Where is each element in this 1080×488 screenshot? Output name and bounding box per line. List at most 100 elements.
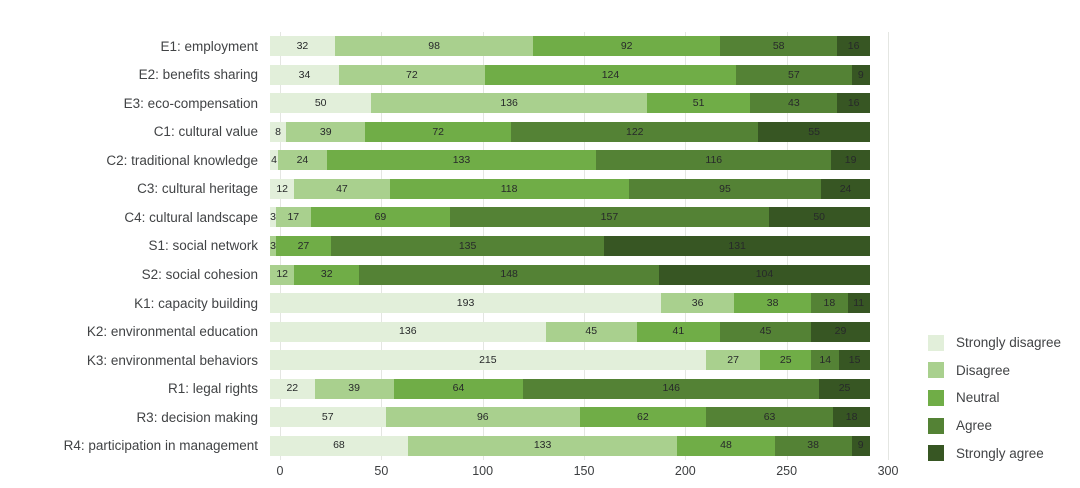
bar-segment-strongly-disagree: 193 bbox=[270, 293, 662, 314]
segment-value: 32 bbox=[320, 268, 333, 281]
x-tick-label-0: 0 bbox=[276, 464, 284, 478]
chart-row-c4: C4: cultural landscape 3 17 69 157 50 bbox=[0, 203, 888, 232]
segment-value: 11 bbox=[853, 296, 865, 309]
category-label: R4: participation in management bbox=[63, 438, 258, 454]
bar-segment-neutral: 64 bbox=[393, 378, 524, 399]
segment-value: 27 bbox=[297, 239, 310, 252]
segment-value: 146 bbox=[662, 382, 681, 395]
segment-value: 12 bbox=[276, 268, 288, 281]
segment-value: 135 bbox=[458, 239, 477, 252]
chart-row-e3: E3: eco-compensation 50 136 51 43 16 bbox=[0, 89, 888, 118]
segment-value: 133 bbox=[533, 439, 552, 452]
segment-value: 16 bbox=[847, 40, 860, 53]
segment-value: 57 bbox=[788, 68, 800, 81]
bar-segment-strongly-agree: 11 bbox=[847, 293, 870, 314]
chart-row-k2: K2: environmental education 136 45 41 45 29 bbox=[0, 317, 888, 346]
segment-value: 92 bbox=[620, 40, 633, 53]
segment-value: 32 bbox=[296, 40, 309, 53]
segment-value: 193 bbox=[456, 296, 475, 309]
bar-segment-strongly-agree: 18 bbox=[833, 407, 870, 428]
segment-value: 69 bbox=[374, 211, 387, 224]
bar-segment-neutral: 27 bbox=[276, 235, 331, 256]
segment-value: 63 bbox=[763, 410, 776, 423]
x-tick-label-250: 250 bbox=[776, 464, 798, 478]
chart-row-s2: S2: social cohesion 12 32 148 104 bbox=[0, 260, 888, 289]
segment-value: 95 bbox=[719, 182, 731, 195]
chart-row-k3: K3: environmental behaviors 215 27 25 14 15 bbox=[0, 346, 888, 375]
bar-track: 8 39 72 122 55 bbox=[270, 121, 870, 142]
bar-segment-strongly-agree: 104 bbox=[659, 264, 870, 285]
bar-segment-agree: 58 bbox=[719, 36, 838, 57]
category-label: E3: eco-compensation bbox=[123, 95, 258, 111]
chart-row-r4: R4: participation in management 68 133 48 38… bbox=[0, 431, 888, 460]
chart-row-k1: K1: capacity building 193 36 38 18 11 bbox=[0, 289, 888, 318]
bar-segment-agree: 135 bbox=[330, 235, 605, 256]
bar-track: 32 98 92 58 16 bbox=[270, 36, 870, 57]
x-tick-label-100: 100 bbox=[472, 464, 494, 478]
segment-value: 104 bbox=[755, 268, 774, 281]
segment-value: 27 bbox=[727, 353, 739, 366]
bar-track: 50 136 51 43 16 bbox=[270, 93, 870, 114]
segment-value: 36 bbox=[691, 296, 704, 309]
legend-label: Agree bbox=[956, 418, 993, 434]
x-tick-label-150: 150 bbox=[573, 464, 595, 478]
chart-rows: E1: employment 32 98 92 58 16 E2: benefits sha… bbox=[0, 32, 888, 460]
chart-row-s1: S1: social network 3 27 135 131 bbox=[0, 232, 888, 261]
bar-track: 4 24 133 116 19 bbox=[270, 150, 870, 171]
segment-value: 22 bbox=[286, 382, 299, 395]
category-label: S1: social network bbox=[148, 238, 258, 254]
bar-segment-disagree: 136 bbox=[371, 93, 647, 114]
bar-segment-agree: 122 bbox=[511, 121, 759, 142]
bar-segment-strongly-agree: 55 bbox=[758, 121, 870, 142]
bar-track: 3 17 69 157 50 bbox=[270, 207, 870, 228]
category-label: C2: traditional knowledge bbox=[106, 152, 258, 168]
legend-label: Strongly agree bbox=[956, 445, 1044, 461]
bar-segment-disagree: 17 bbox=[276, 207, 311, 228]
bar-track: 68 133 48 38 9 bbox=[270, 435, 870, 456]
segment-value: 45 bbox=[759, 325, 772, 338]
bar-segment-strongly-agree: 131 bbox=[604, 235, 870, 256]
segment-value: 50 bbox=[813, 211, 826, 224]
legend-label: Neutral bbox=[956, 390, 1000, 406]
segment-value: 68 bbox=[333, 439, 345, 452]
bar-segment-disagree: 45 bbox=[545, 321, 637, 342]
bar-segment-disagree: 39 bbox=[286, 121, 366, 142]
segment-value: 215 bbox=[479, 353, 497, 366]
segment-value: 16 bbox=[847, 97, 860, 110]
segment-value: 122 bbox=[626, 125, 644, 138]
bar-segment-strongly-disagree: 68 bbox=[270, 435, 408, 456]
bar-segment-agree: 116 bbox=[596, 150, 832, 171]
legend-label: Disagree bbox=[956, 362, 1011, 378]
bar-track: 193 36 38 18 11 bbox=[270, 293, 870, 314]
bar-segment-neutral: 92 bbox=[533, 36, 720, 57]
bar-segment-agree: 148 bbox=[359, 264, 660, 285]
legend-item-disagree: Disagree bbox=[928, 357, 1061, 385]
chart-row-c2: C2: traditional knowledge 4 24 133 116 19 bbox=[0, 146, 888, 175]
bar-segment-strongly-disagree: 12 bbox=[270, 178, 295, 199]
bar-segment-neutral: 118 bbox=[389, 178, 629, 199]
category-label: E1: employment bbox=[160, 38, 258, 54]
segment-value: 39 bbox=[348, 382, 360, 395]
bar-segment-strongly-agree: 25 bbox=[819, 378, 870, 399]
bar-segment-strongly-disagree: 50 bbox=[270, 93, 372, 114]
segment-value: 3 bbox=[270, 211, 276, 224]
segment-value: 25 bbox=[779, 353, 792, 366]
segment-value: 64 bbox=[452, 382, 465, 395]
x-tick-label-200: 200 bbox=[674, 464, 696, 478]
category-label: S2: social cohesion bbox=[141, 267, 258, 283]
bar-segment-disagree: 24 bbox=[278, 150, 327, 171]
legend-label: Strongly disagree bbox=[956, 335, 1062, 351]
segment-value: 38 bbox=[807, 439, 819, 452]
segment-value: 9 bbox=[857, 68, 864, 81]
chart-row-c3: C3: cultural heritage 12 47 118 95 24 bbox=[0, 175, 888, 204]
bar-segment-disagree: 98 bbox=[334, 36, 534, 57]
segment-value: 45 bbox=[585, 325, 598, 338]
bar-segment-neutral: 62 bbox=[580, 407, 706, 428]
bar-segment-agree: 63 bbox=[705, 407, 834, 428]
bar-track: 34 72 124 57 9 bbox=[270, 64, 870, 85]
category-label: C4: cultural landscape bbox=[124, 209, 258, 225]
segment-value: 17 bbox=[287, 211, 300, 224]
segment-value: 14 bbox=[819, 353, 832, 366]
bar-segment-strongly-disagree: 32 bbox=[270, 36, 335, 57]
bar-segment-disagree: 12 bbox=[270, 264, 295, 285]
